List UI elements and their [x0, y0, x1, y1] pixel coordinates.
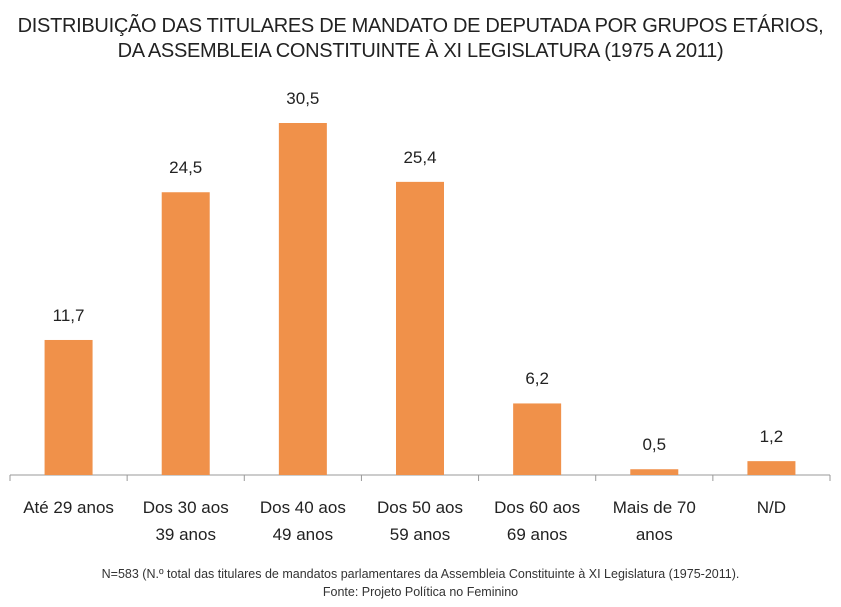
x-tick-label: Até 29 anos	[23, 498, 114, 517]
bar	[396, 181, 444, 475]
x-tick-label: Mais de 70 anos	[612, 498, 696, 544]
value-label: 30,5	[286, 89, 320, 108]
bar	[161, 192, 210, 475]
bar	[278, 123, 327, 475]
value-label: 1,2	[759, 427, 784, 447]
value-label: 24,5	[169, 158, 203, 178]
x-tick-label: Dos 40 aos 49 anos	[259, 498, 346, 544]
x-tick-label: N/D	[756, 498, 787, 517]
x-tick-label: Dos 50 aos 59 anos	[377, 498, 463, 544]
bar	[747, 461, 796, 475]
x-tick-label: Dos 30 aos 39 anos	[142, 498, 229, 544]
bar	[44, 339, 93, 475]
chart-title: DISTRIBUIÇÃO DAS TITULARES DE MANDATO DE…	[17, 15, 824, 62]
footnote: N=583 (N.º total das titulares de mandat…	[101, 567, 740, 581]
value-label: 11,7	[52, 305, 85, 325]
value-label: 25,4	[403, 147, 437, 167]
bar	[630, 469, 679, 475]
footnote: Fonte: Projeto Política no Feminino	[322, 585, 519, 599]
x-tick-label: Dos 60 aos 69 anos	[494, 498, 581, 544]
bar	[513, 403, 562, 475]
value-label: 0,5	[642, 435, 667, 455]
value-label: 6,2	[525, 369, 549, 389]
